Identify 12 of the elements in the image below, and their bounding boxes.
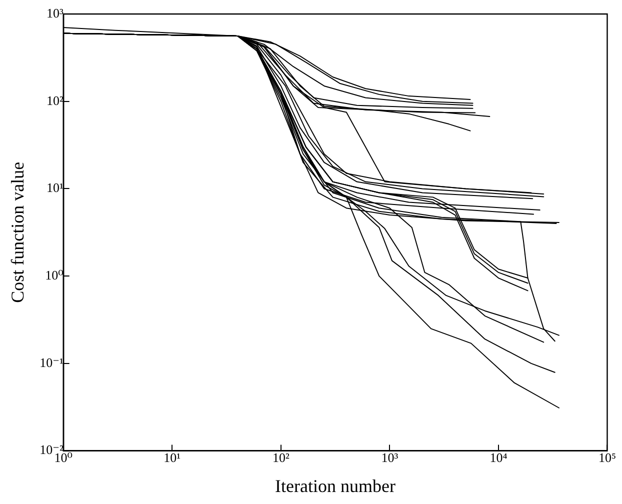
x-tick-label: 10³ (381, 450, 398, 466)
x-tick-label: 10⁵ (598, 450, 616, 466)
x-axis-title: Iteration number (275, 476, 396, 496)
y-axis-title: Cost function value (8, 162, 28, 303)
x-tick-label: 10¹ (164, 450, 181, 466)
y-tick-label: 10⁻¹ (40, 354, 64, 370)
y-tick-label: 10³ (46, 5, 64, 20)
x-tick-label: 10⁴ (490, 450, 508, 466)
x-tick-label: 10² (272, 450, 290, 466)
y-tick-label: 10⁰ (45, 268, 64, 282)
y-tick-label: 10¹ (46, 180, 64, 196)
y-tick-label: 10² (46, 92, 64, 108)
